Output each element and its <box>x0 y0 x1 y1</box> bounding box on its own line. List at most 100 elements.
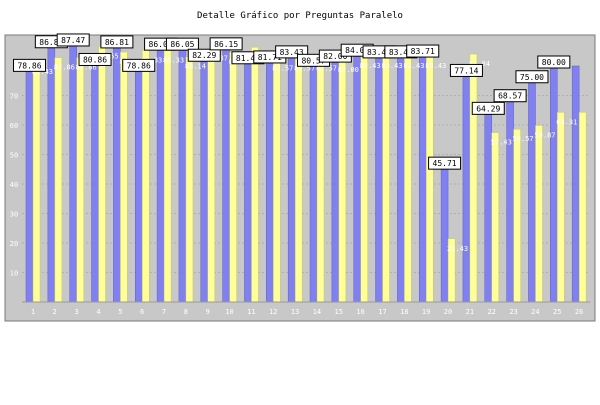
data-label-text: 82.00 <box>323 52 347 61</box>
x-tick-label: 16 <box>356 308 364 316</box>
bar-series-b <box>185 56 194 303</box>
data-label-series-b: 82.86 <box>54 64 75 72</box>
x-tick-label: 23 <box>509 308 517 316</box>
data-label-box <box>122 58 156 72</box>
bar-series-b <box>120 51 128 303</box>
x-tick-label: 5 <box>118 308 122 316</box>
data-label-text: 86.05 <box>170 40 194 49</box>
bar-series-b <box>360 55 368 303</box>
chart-title: Detalle Gráfico por Preguntas Paralelo <box>197 11 403 21</box>
x-tick-label: 11 <box>247 308 255 316</box>
data-label-series-a: 82.29 <box>187 48 221 62</box>
x-tick-label: 1 <box>31 308 35 316</box>
data-label-text: 83.71 <box>411 47 435 56</box>
data-label-box <box>100 35 134 49</box>
bar-series-b <box>316 58 325 303</box>
x-tick-label: 4 <box>96 308 100 316</box>
data-label-series-a: 78.86 <box>13 58 46 72</box>
data-label-text: 78.86 <box>17 61 41 70</box>
data-label-text: 77.14 <box>454 66 478 75</box>
bar-series-b <box>557 112 565 303</box>
data-label-text: 86.81 <box>105 38 129 47</box>
data-label-box <box>471 101 505 115</box>
data-label-series-b: 83.43 <box>381 62 402 70</box>
data-label-series-b: 82.57 <box>272 64 293 72</box>
bar-series-b <box>404 55 412 303</box>
data-label-box <box>56 33 90 47</box>
data-label-box <box>537 55 571 69</box>
data-label-series-b: 57.43 <box>491 139 512 147</box>
bar-series-a <box>287 55 296 303</box>
bar-series-b <box>338 59 347 303</box>
data-label-text: 86.86 <box>39 38 63 47</box>
data-label-series-b: 82.57 <box>316 64 337 72</box>
data-label-series-b: 64.31 <box>556 118 577 126</box>
bar-series-a <box>375 55 383 303</box>
bar-series-a <box>47 45 56 303</box>
bar-series-a <box>571 65 580 303</box>
labels-layer: 81.4382.8682.8686.6584.7185.3385.3383.14… <box>13 33 577 253</box>
y-tick-label: 30 <box>10 211 18 219</box>
bar-series-b <box>141 50 150 303</box>
bar-series-a <box>91 63 99 303</box>
data-label-series-a: 83.71 <box>406 44 440 58</box>
data-label-series-b: 85.33 <box>163 56 184 64</box>
data-label-text: 45.71 <box>433 159 457 168</box>
data-label-box <box>78 52 112 66</box>
data-label-box <box>187 48 221 62</box>
data-label-text: 82.29 <box>192 51 216 60</box>
bar-series-b <box>513 128 521 303</box>
data-label-text: 80.00 <box>542 58 566 67</box>
data-label-series-b: 59.87 <box>534 131 555 139</box>
x-tick-label: 18 <box>400 308 408 316</box>
data-label-series-a: 64.29 <box>471 101 505 115</box>
bar-series-a <box>200 58 209 303</box>
data-label-box <box>406 44 440 58</box>
y-tick-label: 10 <box>10 270 18 278</box>
x-tick-label: 7 <box>162 308 166 316</box>
data-label-series-b: 83.14 <box>185 63 206 71</box>
data-label-text: 86.05 <box>149 40 173 49</box>
data-label-series-b: 83.43 <box>360 62 381 70</box>
bar-series-a <box>440 166 449 303</box>
bar-series-b <box>491 132 500 303</box>
bar-series-a <box>244 61 252 303</box>
bar-series-b <box>578 112 587 303</box>
x-tick-label: 25 <box>553 308 561 316</box>
bar-series-b <box>229 51 237 303</box>
x-tick-label: 10 <box>225 308 233 316</box>
y-tick-label: 20 <box>10 240 18 248</box>
bar-series-a <box>528 80 536 303</box>
bar-series-b <box>273 58 281 303</box>
data-label-text: 83.43 <box>389 48 413 57</box>
bar-series-b <box>251 46 259 303</box>
bar-series-a <box>25 69 34 303</box>
bar-series-b <box>32 61 41 303</box>
bar-series-b <box>54 57 63 303</box>
bar-series-a <box>353 53 361 303</box>
data-label-series-a: 68.57 <box>493 89 527 103</box>
x-tick-label: 6 <box>140 308 144 316</box>
bar-series-a <box>266 60 274 303</box>
bar-series-b <box>382 55 390 303</box>
data-label-text: 87.47 <box>61 36 85 45</box>
data-label-text: 80.86 <box>83 55 107 64</box>
x-tick-label: 3 <box>75 308 79 316</box>
data-label-text: 83.43 <box>280 48 304 57</box>
x-tick-label: 26 <box>575 308 583 316</box>
data-label-text: 84.00 <box>345 46 369 55</box>
bar-series-b <box>535 125 543 303</box>
data-label-text: 80.57 <box>301 56 325 65</box>
data-label-text: 64.29 <box>476 104 500 113</box>
x-tick-label: 12 <box>269 308 277 316</box>
data-label-series-b: 58.57 <box>513 135 534 143</box>
data-label-series-a: 87.47 <box>56 33 90 47</box>
bar-series-a <box>397 55 405 303</box>
data-label-box <box>493 89 527 103</box>
y-tick-label: 70 <box>10 93 18 101</box>
data-label-series-a: 86.05 <box>165 37 199 51</box>
data-label-series-a: 86.15 <box>209 37 243 51</box>
data-label-series-a: 77.14 <box>449 63 483 77</box>
data-label-box <box>428 156 462 170</box>
